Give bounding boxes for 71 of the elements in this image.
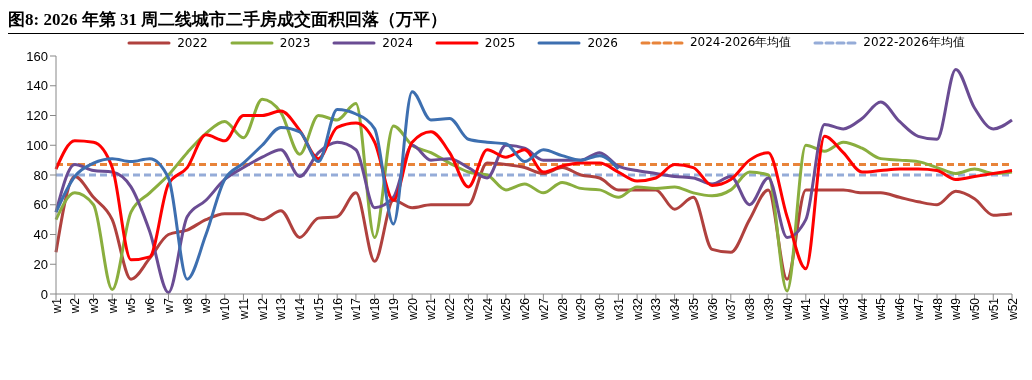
line-series <box>54 109 1014 271</box>
y-tick-label: 60 <box>33 197 48 213</box>
x-tick-label: w25 <box>499 297 514 322</box>
x-tick-label: w6 <box>143 297 158 315</box>
x-tick-label: w19 <box>386 297 401 322</box>
x-tick-label: w12 <box>255 297 270 322</box>
x-tick-label: w46 <box>893 297 908 322</box>
x-tick-label: w51 <box>986 297 1001 322</box>
x-tick-label: w7 <box>161 297 176 315</box>
x-tick-label: w47 <box>911 297 926 322</box>
x-tick-label: w33 <box>649 297 664 322</box>
legend-label: 2025 <box>484 35 516 50</box>
x-tick-label: w20 <box>405 297 420 322</box>
line-series <box>54 90 620 281</box>
x-tick-label: w36 <box>705 297 720 322</box>
x-tick-label: w13 <box>274 297 289 322</box>
x-tick-label: w26 <box>518 297 533 322</box>
legend-label: 2023 <box>279 35 311 50</box>
x-tick-label: w37 <box>724 297 739 322</box>
x-tick-label: w45 <box>874 297 889 322</box>
x-tick-label: w42 <box>818 297 833 322</box>
x-tick-label: w24 <box>480 297 495 322</box>
x-tick-label: w52 <box>1005 297 1020 322</box>
x-tick-label: w40 <box>780 297 795 322</box>
y-tick-label: 0 <box>40 286 48 302</box>
x-tick-label: w29 <box>574 297 589 322</box>
y-tick-label: 40 <box>33 227 48 243</box>
x-tick-label: w9 <box>199 297 214 315</box>
x-tick-label: w18 <box>368 297 383 322</box>
legend-label: 2022-2026年均值 <box>863 34 965 51</box>
x-tick-label: w41 <box>799 297 814 322</box>
x-tick-label: w2 <box>68 297 83 315</box>
x-tick-label: w14 <box>293 297 308 322</box>
y-tick-label: 140 <box>26 78 48 94</box>
x-tick-label: w3 <box>87 297 102 315</box>
y-tick-label: 80 <box>33 167 48 183</box>
y-tick-label: 160 <box>26 48 48 64</box>
x-tick-label: w34 <box>668 297 683 322</box>
y-tick-label: 100 <box>26 137 48 153</box>
x-tick-label: w35 <box>686 297 701 322</box>
y-tick-label: 20 <box>33 256 48 272</box>
x-tick-label: w32 <box>630 297 645 322</box>
x-tick-label: w50 <box>968 297 983 322</box>
legend-label: 2024-2026年均值 <box>689 34 792 51</box>
x-tick-label: w43 <box>836 297 851 322</box>
x-tick-label: w4 <box>105 297 120 315</box>
x-tick-label: w27 <box>536 297 551 322</box>
chart-title: 图8: 2026 年第 31 周二线城市二手房成交面积回落（万平） <box>8 8 1024 34</box>
x-tick-label: w21 <box>424 297 439 322</box>
x-tick-label: w17 <box>349 297 364 322</box>
x-tick-label: w38 <box>743 297 758 322</box>
y-tick-label: 120 <box>26 108 48 124</box>
legend-label: 2026 <box>587 35 618 50</box>
x-tick-label: w48 <box>930 297 945 322</box>
x-tick-label: w16 <box>330 297 345 322</box>
x-tick-label: w31 <box>611 297 626 322</box>
x-tick-label: w49 <box>949 297 964 322</box>
x-tick-label: w1 <box>49 297 64 315</box>
x-tick-label: w39 <box>761 297 776 322</box>
x-tick-label: w44 <box>855 297 870 322</box>
x-tick-label: w22 <box>443 297 458 322</box>
x-tick-label: w11 <box>236 297 251 321</box>
x-tick-label: w23 <box>461 297 476 322</box>
legend-label: 2024 <box>382 35 413 50</box>
x-tick-label: w15 <box>311 297 326 322</box>
x-tick-label: w5 <box>124 297 139 315</box>
x-tick-label: w30 <box>593 297 608 322</box>
x-tick-label: w8 <box>180 297 195 315</box>
x-tick-label: w28 <box>555 297 570 322</box>
legend-label: 2022 <box>177 35 208 50</box>
x-tick-label: w10 <box>218 297 233 322</box>
